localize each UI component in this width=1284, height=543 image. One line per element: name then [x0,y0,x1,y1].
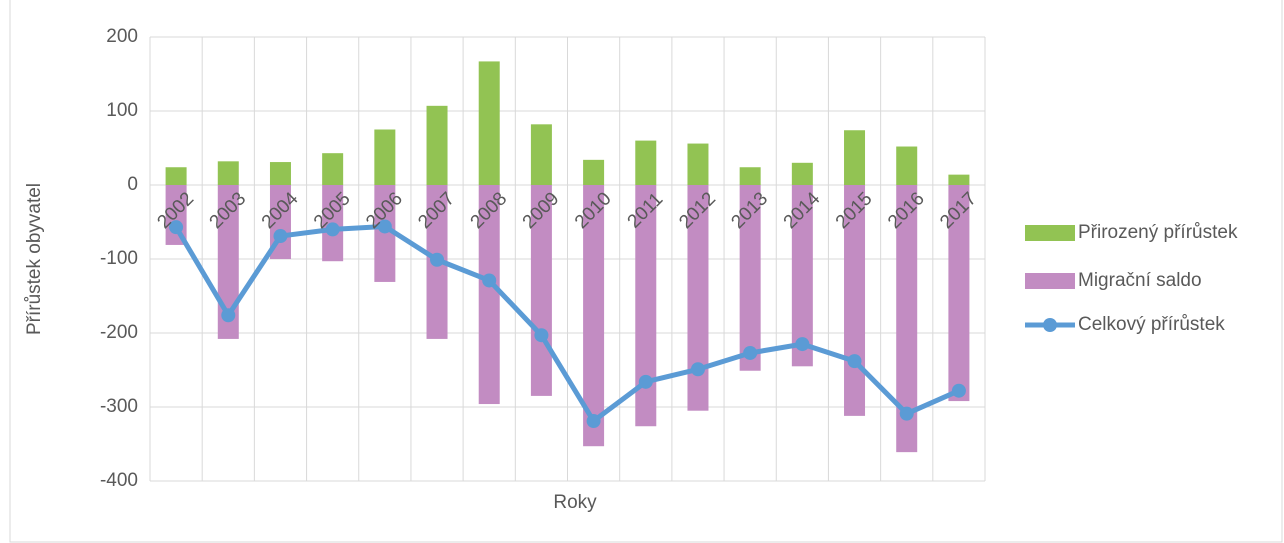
line [173,223,960,424]
bar [791,185,813,367]
line-point [638,374,653,389]
bar [687,143,709,185]
line-point [169,220,184,235]
bar [478,61,500,185]
y-tick-label: -300 [100,396,138,417]
legend-marker [1043,318,1057,332]
bar [948,174,970,185]
line-point [377,219,392,234]
bar [165,167,187,185]
bar [844,130,866,185]
bar [739,185,761,371]
bar [217,161,239,185]
bar [530,124,552,185]
x-axis-label: Roky [553,492,597,513]
line-point [586,414,601,429]
line-point [951,383,966,398]
bar [374,185,396,282]
bar [948,185,970,402]
legend-label: Celkový přírůstek [1078,314,1225,335]
bar [635,140,657,185]
y-axis-label: Přírůstek obyvatel [24,183,45,335]
legend-label: Migrační saldo [1078,270,1202,291]
legend-swatch [1025,273,1075,289]
line-point [482,273,497,288]
bar [739,167,761,185]
bar [322,153,344,185]
bar [687,185,709,411]
line-point [899,406,914,421]
line-point [847,354,862,369]
line-point [273,229,288,244]
chart-border [9,0,1283,543]
bar [374,129,396,185]
bar [791,162,813,185]
bar [896,146,918,185]
line-point [534,328,549,343]
y-tick-label: -100 [100,248,138,269]
y-tick-label: -400 [100,470,138,491]
y-tick-label: -200 [100,322,138,343]
line-point [743,345,758,360]
legend-swatch [1025,225,1075,241]
line-point [690,362,705,377]
bar [217,185,239,339]
bar [269,162,291,185]
bar [583,185,605,447]
line-point [795,337,810,352]
legend-label: Přirozený přírůstek [1078,222,1238,243]
y-tick-label: 0 [127,174,138,195]
bar [583,159,605,185]
bar [896,185,918,453]
y-tick-label: 200 [106,26,138,47]
line-point [430,252,445,267]
y-tick-label: 100 [106,100,138,121]
bar [635,185,657,427]
bar [426,105,448,185]
bar [478,185,500,405]
line-point [325,222,340,237]
line-point [221,308,236,323]
